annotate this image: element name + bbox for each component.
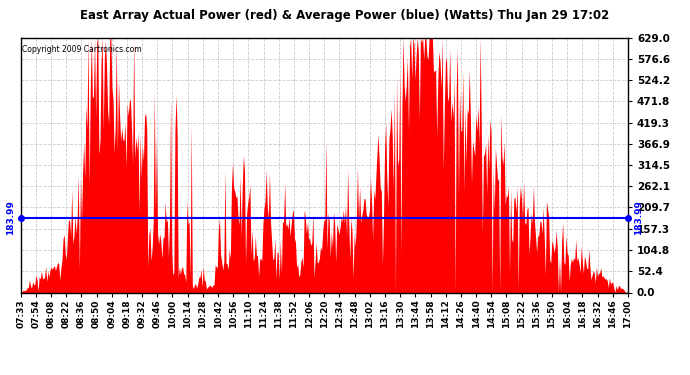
Text: 183.99: 183.99: [634, 201, 643, 236]
Text: 183.99: 183.99: [6, 201, 14, 236]
Text: East Array Actual Power (red) & Average Power (blue) (Watts) Thu Jan 29 17:02: East Array Actual Power (red) & Average …: [80, 9, 610, 22]
Text: Copyright 2009 Cartronics.com: Copyright 2009 Cartronics.com: [22, 45, 141, 54]
